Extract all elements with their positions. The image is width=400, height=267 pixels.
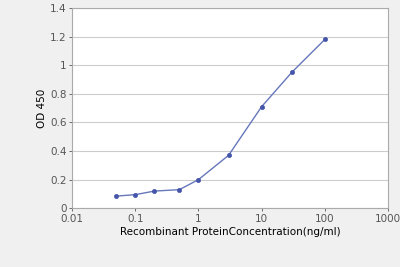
X-axis label: Recombinant ProteinConcentration(ng/ml): Recombinant ProteinConcentration(ng/ml)	[120, 227, 340, 237]
Y-axis label: OD 450: OD 450	[37, 88, 47, 128]
